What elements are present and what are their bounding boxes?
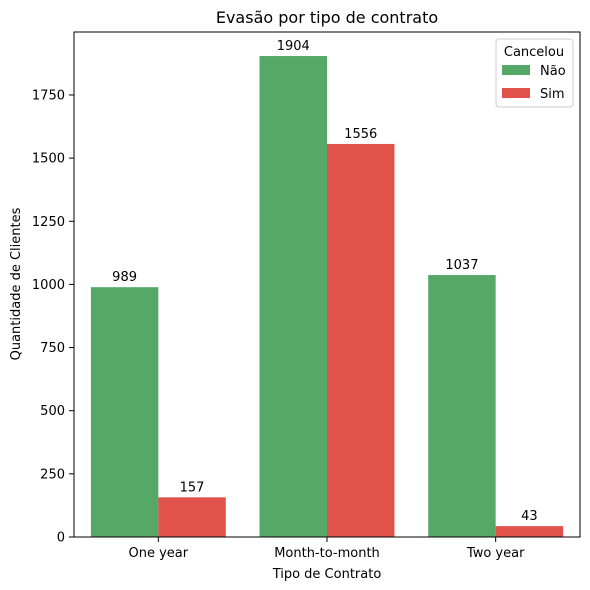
- data-labels-group: 989 157 1904 1556 1037 43: [112, 39, 537, 524]
- legend-swatch-nao: [502, 65, 530, 75]
- bar-month-to-month-sim: [327, 143, 395, 537]
- data-label: 989: [112, 270, 137, 285]
- y-axis: 0 250 500 750 1000 1250 1500 1750: [32, 88, 74, 546]
- data-label: 1037: [445, 258, 478, 273]
- bar-one-year-sim: [158, 497, 226, 537]
- bar-two-year-sim: [495, 526, 564, 537]
- y-tick-label: 250: [40, 467, 65, 482]
- x-tick-label: One year: [129, 546, 189, 561]
- bars-group: [90, 56, 564, 538]
- x-tick-label: Two year: [466, 546, 525, 561]
- x-axis-label: Tipo de Contrato: [272, 567, 382, 582]
- y-tick-label: 1000: [32, 278, 65, 293]
- bar-two-year-nao: [428, 275, 496, 537]
- chart-title: Evasão por tipo de contrato: [216, 8, 438, 27]
- bar-one-year-nao: [90, 287, 159, 537]
- data-label: 1556: [344, 127, 377, 142]
- x-axis: One year Month-to-month Two year: [129, 537, 525, 561]
- data-label: 157: [180, 480, 205, 495]
- y-tick-label: 1750: [32, 88, 65, 103]
- legend-swatch-sim: [502, 88, 530, 98]
- data-label: 43: [521, 509, 538, 524]
- legend: Cancelou Não Sim: [495, 38, 574, 108]
- y-axis-label: Quantidade de Clientes: [9, 207, 24, 360]
- x-tick-label: Month-to-month: [274, 546, 380, 561]
- legend-title: Cancelou: [504, 45, 564, 60]
- y-tick-label: 1500: [32, 152, 65, 167]
- legend-label-sim: Sim: [540, 87, 565, 102]
- data-label: 1904: [277, 39, 310, 54]
- y-tick-label: 0: [57, 531, 65, 546]
- y-tick-label: 750: [40, 341, 65, 356]
- y-tick-label: 500: [40, 404, 65, 419]
- legend-label-nao: Não: [540, 64, 566, 79]
- bar-month-to-month-nao: [259, 56, 327, 538]
- y-tick-label: 1250: [32, 215, 65, 230]
